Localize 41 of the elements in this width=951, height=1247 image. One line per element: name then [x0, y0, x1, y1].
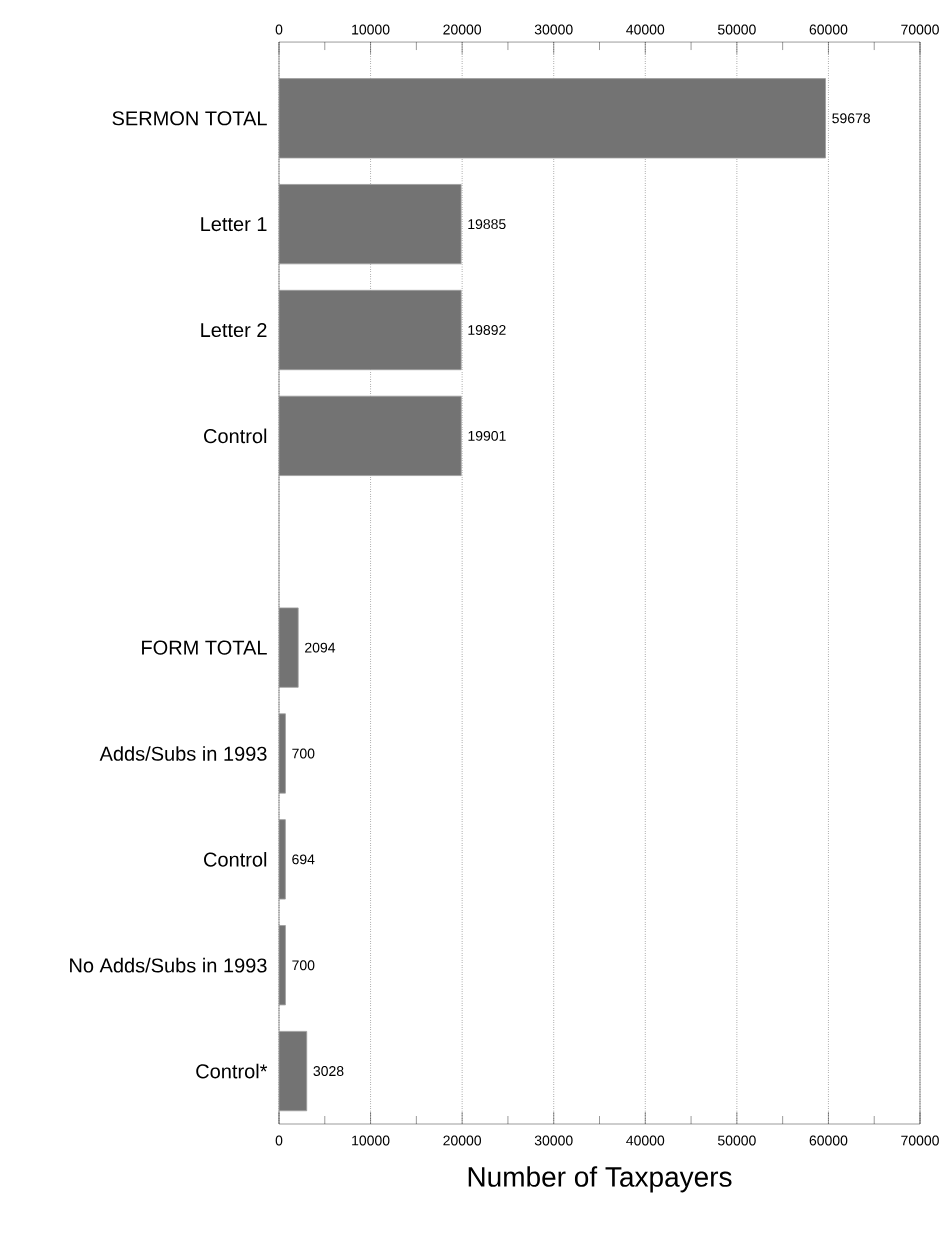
data-label: 19885	[468, 219, 506, 230]
x2-tick-label: 40000	[626, 24, 665, 35]
x-tick-label: 10000	[352, 1135, 390, 1146]
x-tick-label: 50000	[717, 1135, 756, 1146]
y-tick-label: Control	[204, 428, 267, 444]
bar	[279, 78, 826, 159]
bar	[279, 289, 462, 371]
x2-tick-label: 70000	[901, 24, 939, 35]
bar	[279, 395, 462, 476]
data-label: 19892	[468, 325, 506, 335]
bar	[279, 607, 299, 688]
y-tick-label: SERMON TOTAL	[112, 111, 267, 126]
data-label: 59678	[832, 113, 870, 124]
x2-tick-label: 10000	[352, 24, 390, 35]
y-tick-label: Letter 2	[201, 322, 267, 338]
x-axis-title: Number of Taxpayers	[468, 1166, 732, 1193]
x2-tick-label: 20000	[443, 24, 482, 35]
y-tick-label: Control*	[196, 1063, 268, 1079]
x2-tick-label: 0	[275, 24, 283, 35]
data-label: 694	[292, 854, 315, 865]
x-tick-label: 30000	[534, 1135, 573, 1146]
x2-tick-label: 30000	[534, 24, 573, 35]
x-tick-label: 40000	[626, 1135, 665, 1146]
data-label: 2094	[305, 642, 336, 653]
x-tick-label: 0	[275, 1135, 283, 1146]
x-tick-label: 20000	[443, 1135, 482, 1146]
y-tick-label: Letter 1	[201, 217, 267, 232]
bar	[279, 184, 462, 265]
x2-tick-label: 50000	[717, 24, 756, 35]
bar	[279, 1030, 308, 1112]
data-label: 3028	[313, 1066, 344, 1077]
data-label: 700	[292, 748, 315, 759]
y-tick-label: Adds/Subs in 1993	[99, 746, 267, 761]
data-label: 700	[292, 960, 315, 971]
data-label: 19901	[468, 430, 506, 441]
x-tick-label: 70000	[901, 1135, 939, 1146]
x-tick-label: 60000	[809, 1135, 848, 1146]
y-tick-label: No Adds/Subs in 1993	[70, 957, 267, 973]
y-tick-label: Control	[204, 851, 267, 867]
y-tick-label: FORM TOTAL	[142, 640, 267, 655]
x2-tick-label: 60000	[809, 24, 848, 35]
